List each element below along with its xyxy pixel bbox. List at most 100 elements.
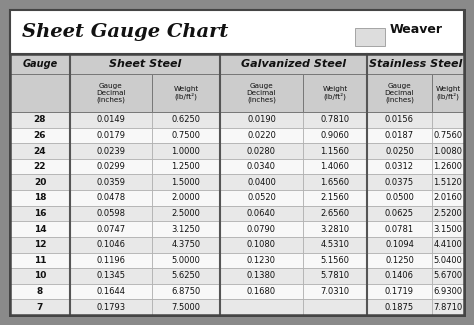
- Text: 5.0400: 5.0400: [434, 256, 463, 265]
- Text: 7.5000: 7.5000: [172, 303, 201, 312]
- Bar: [367, 284, 432, 299]
- Bar: [10, 128, 70, 143]
- Bar: [70, 268, 152, 284]
- Bar: [152, 143, 220, 159]
- Text: 0.0156: 0.0156: [385, 115, 414, 124]
- Bar: [10, 221, 70, 237]
- Bar: [220, 112, 303, 128]
- Text: 0.0520: 0.0520: [247, 193, 276, 202]
- Text: 0.0299: 0.0299: [97, 162, 126, 171]
- Bar: [303, 175, 367, 190]
- Text: 1.6560: 1.6560: [320, 178, 349, 187]
- Text: 5.0000: 5.0000: [172, 256, 201, 265]
- Text: 0.1793: 0.1793: [96, 303, 126, 312]
- Text: 0.1196: 0.1196: [97, 256, 126, 265]
- Text: Weight
(lb/ft²): Weight (lb/ft²): [436, 86, 461, 100]
- Text: 0.6250: 0.6250: [172, 115, 201, 124]
- Text: 0.1230: 0.1230: [247, 256, 276, 265]
- Bar: [220, 74, 303, 112]
- Text: 5.7810: 5.7810: [320, 271, 349, 280]
- Text: 2.1560: 2.1560: [320, 193, 349, 202]
- Bar: [220, 284, 303, 299]
- Bar: [303, 112, 367, 128]
- Bar: [303, 299, 367, 315]
- Bar: [367, 253, 432, 268]
- Text: 2.5000: 2.5000: [172, 209, 201, 218]
- Text: 28: 28: [34, 115, 46, 124]
- Bar: [70, 54, 220, 74]
- Bar: [432, 175, 464, 190]
- Text: 3.1250: 3.1250: [172, 225, 201, 234]
- Bar: [303, 143, 367, 159]
- Bar: [367, 175, 432, 190]
- Text: Galvanized Steel: Galvanized Steel: [241, 59, 346, 69]
- Bar: [220, 159, 303, 175]
- Text: 5.6700: 5.6700: [433, 271, 463, 280]
- Text: 1.5120: 1.5120: [434, 178, 463, 187]
- Bar: [10, 143, 70, 159]
- Bar: [70, 221, 152, 237]
- Bar: [220, 143, 303, 159]
- Bar: [367, 112, 432, 128]
- Text: 1.2600: 1.2600: [434, 162, 463, 171]
- Bar: [70, 253, 152, 268]
- Bar: [367, 190, 432, 206]
- Bar: [10, 268, 70, 284]
- Text: 0.0747: 0.0747: [96, 225, 126, 234]
- Bar: [220, 175, 303, 190]
- Text: 6.8750: 6.8750: [172, 287, 201, 296]
- Text: Gauge
Decimal
(inches): Gauge Decimal (inches): [96, 83, 126, 103]
- Bar: [70, 74, 152, 112]
- Text: 5.1560: 5.1560: [320, 256, 349, 265]
- Bar: [10, 190, 70, 206]
- Bar: [152, 206, 220, 221]
- Text: 0.0187: 0.0187: [385, 131, 414, 140]
- Text: 0.1406: 0.1406: [385, 271, 414, 280]
- Text: 1.0080: 1.0080: [434, 147, 463, 156]
- Text: 0.0790: 0.0790: [247, 225, 276, 234]
- Text: 12: 12: [34, 240, 46, 249]
- Bar: [152, 190, 220, 206]
- Text: 1.4060: 1.4060: [320, 162, 349, 171]
- Bar: [152, 159, 220, 175]
- Text: 8: 8: [37, 287, 43, 296]
- Text: 0.0190: 0.0190: [247, 115, 276, 124]
- Text: 3.2810: 3.2810: [320, 225, 349, 234]
- Text: 18: 18: [34, 193, 46, 202]
- Bar: [220, 190, 303, 206]
- Text: 2.0160: 2.0160: [434, 193, 463, 202]
- Text: Sheet Steel: Sheet Steel: [109, 59, 181, 69]
- Text: 0.1644: 0.1644: [97, 287, 126, 296]
- Bar: [70, 128, 152, 143]
- Bar: [70, 159, 152, 175]
- Text: 0.1345: 0.1345: [97, 271, 126, 280]
- Bar: [432, 268, 464, 284]
- Bar: [367, 299, 432, 315]
- Bar: [152, 112, 220, 128]
- Bar: [10, 253, 70, 268]
- Text: 0.1875: 0.1875: [385, 303, 414, 312]
- Text: 0.7560: 0.7560: [433, 131, 463, 140]
- Text: 0.1719: 0.1719: [385, 287, 414, 296]
- Text: 0.1080: 0.1080: [247, 240, 276, 249]
- Bar: [432, 221, 464, 237]
- Bar: [10, 54, 70, 74]
- Bar: [152, 268, 220, 284]
- Bar: [220, 253, 303, 268]
- Text: 14: 14: [34, 225, 46, 234]
- Text: 1.2500: 1.2500: [172, 162, 201, 171]
- Bar: [70, 237, 152, 253]
- Text: 7.0310: 7.0310: [320, 287, 349, 296]
- Bar: [220, 206, 303, 221]
- Bar: [10, 299, 70, 315]
- Bar: [70, 112, 152, 128]
- Text: 10: 10: [34, 271, 46, 280]
- Text: 20: 20: [34, 178, 46, 187]
- Bar: [70, 190, 152, 206]
- Bar: [367, 54, 464, 74]
- Bar: [152, 221, 220, 237]
- Bar: [70, 284, 152, 299]
- Bar: [367, 143, 432, 159]
- Text: 0.0375: 0.0375: [385, 178, 414, 187]
- Bar: [367, 74, 432, 112]
